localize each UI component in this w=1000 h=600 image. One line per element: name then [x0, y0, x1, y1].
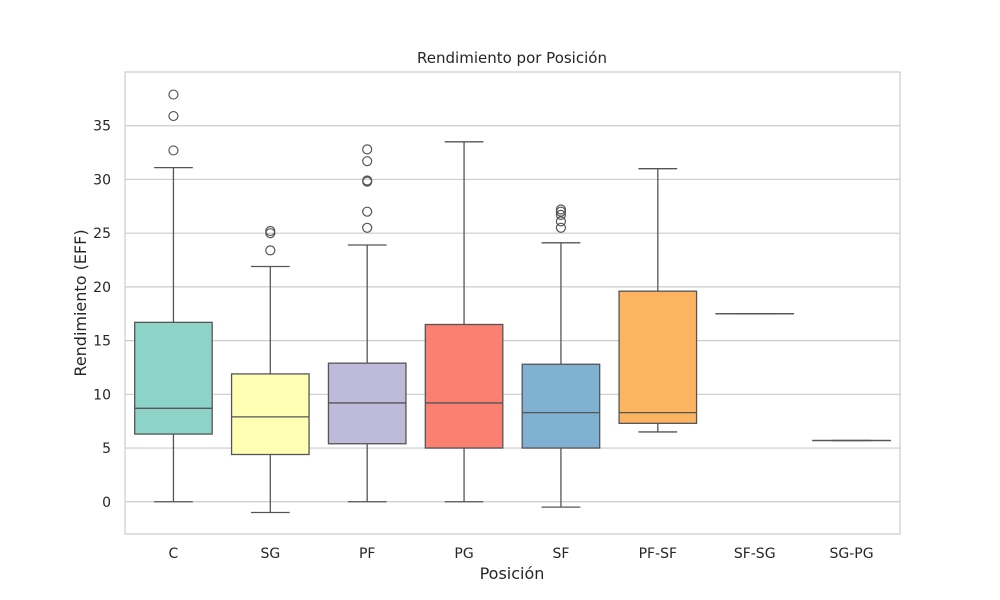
x-tick-label: PG	[454, 546, 473, 562]
y-axis-label: Rendimiento (EFF)	[71, 229, 90, 376]
plot-frame	[124, 71, 901, 535]
box-group	[134, 89, 213, 503]
y-tick-label: 20	[93, 280, 111, 296]
x-axis-label: Posición	[480, 564, 545, 583]
box	[521, 363, 601, 449]
x-tick-label: PF	[359, 546, 376, 562]
box	[134, 321, 213, 435]
x-tick-label: SF-SG	[734, 546, 776, 562]
y-tick-label: 15	[93, 334, 111, 350]
outlier-point	[265, 225, 276, 237]
box-group	[521, 204, 601, 508]
x-tick-label: SG	[260, 546, 280, 562]
y-tick-label: 30	[93, 172, 111, 188]
box-group	[230, 225, 310, 514]
y-tick-label: 0	[102, 495, 111, 511]
x-tick-label: C	[169, 546, 179, 562]
outlier-point	[265, 245, 276, 256]
box	[230, 373, 310, 456]
y-tick-label: 35	[93, 119, 111, 135]
outlier-point	[362, 175, 373, 186]
chart-title: Rendimiento por Posición	[417, 49, 607, 67]
boxes	[134, 89, 891, 514]
x-tick-label: SF	[552, 546, 569, 562]
y-ticks: 0 5 10 15 20 25 30 35	[93, 119, 111, 511]
box	[424, 323, 504, 449]
outlier-point	[555, 222, 567, 233]
x-tick-label: PF-SF	[639, 546, 678, 562]
box-group	[327, 144, 407, 503]
box-group	[424, 141, 504, 503]
box	[618, 290, 698, 424]
outlier-point	[555, 209, 567, 220]
outlier-point	[555, 216, 567, 227]
outlier-point	[362, 156, 373, 167]
y-tick-label: 5	[102, 441, 111, 457]
x-ticks: C SG PF PG SF PF-SF SF-SG SG-PG	[169, 546, 874, 562]
outlier-point	[362, 222, 373, 233]
x-tick-label: SG-PG	[830, 546, 874, 562]
outlier-point	[362, 144, 373, 155]
box-group	[618, 168, 698, 433]
outlier-point	[168, 110, 179, 122]
outlier-point	[168, 89, 179, 100]
outlier-point	[168, 145, 179, 156]
outlier-point	[555, 204, 567, 215]
y-tick-label: 10	[93, 387, 111, 403]
outlier-point	[362, 206, 373, 217]
y-tick-label: 25	[93, 226, 111, 242]
